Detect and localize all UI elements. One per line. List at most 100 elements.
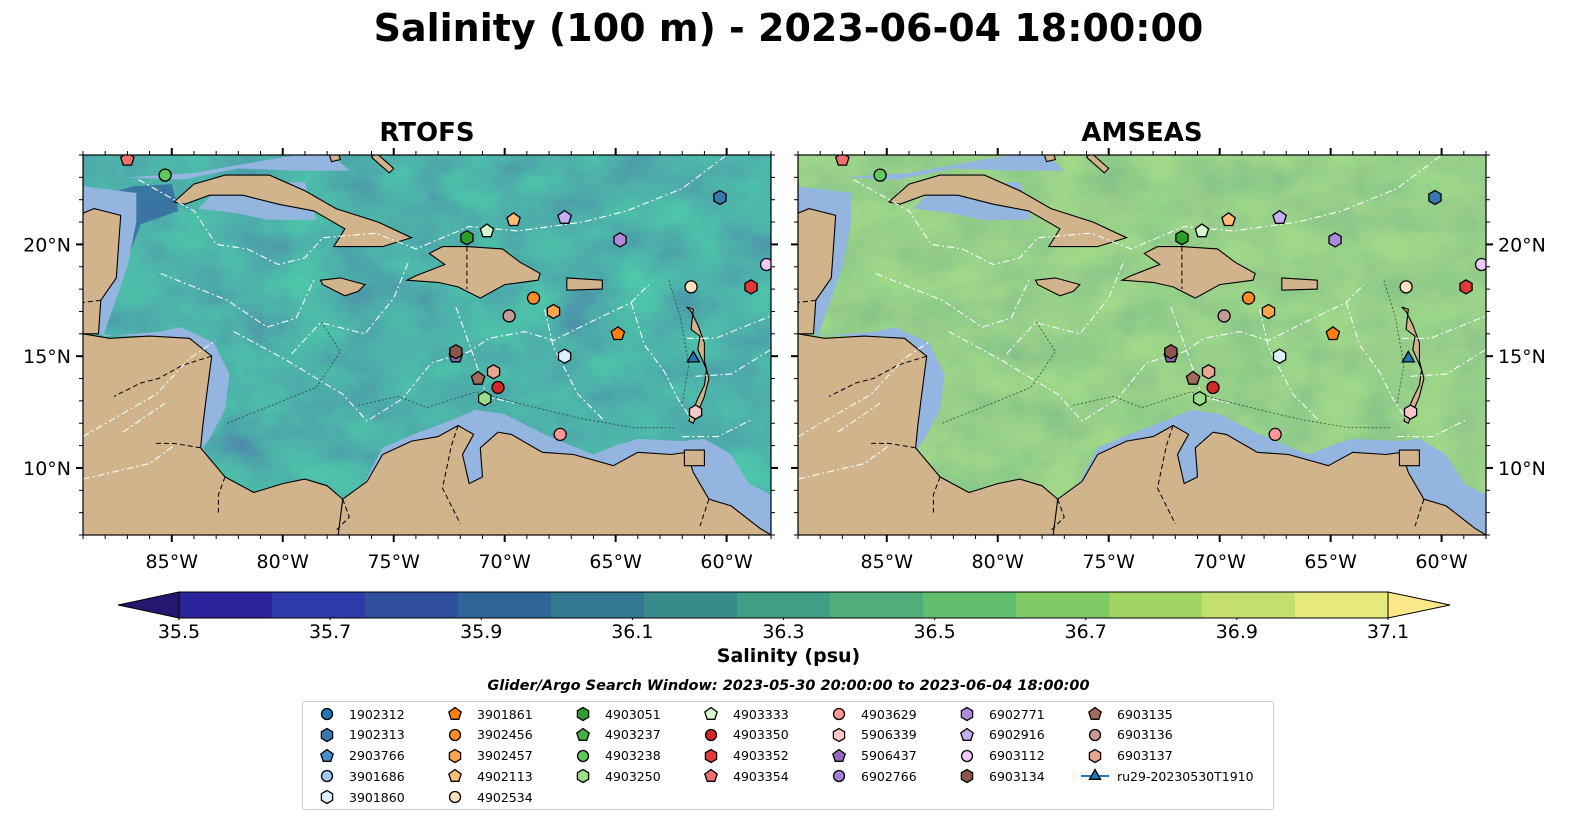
legend: 1902312 1902313 2903766 3901686 3901860 39018…	[302, 701, 1274, 810]
platform-marker-4903051	[1175, 229, 1189, 246]
map-panels: 85°W 80°W 75°W 70°W 65°W 60°W 10°N 15°N 20°N 85°W…	[23, 148, 1546, 573]
legend-item: 4903238	[567, 747, 661, 765]
legend-item: 4903237	[567, 726, 661, 744]
platform-marker-1902313	[1428, 189, 1442, 206]
legend-marker-icon	[832, 770, 846, 783]
colorbar-segment	[458, 592, 552, 618]
y-tick-label: 20°N	[23, 234, 71, 256]
platform-marker-3902457	[1261, 303, 1276, 320]
axes-frame	[797, 154, 1487, 536]
legend-item: 4902534	[439, 788, 533, 806]
land	[1401, 306, 1425, 424]
platform-marker-4902534	[1399, 280, 1413, 294]
amseas-map	[798, 155, 1486, 535]
legend-label: 3902457	[477, 748, 533, 764]
y-tick-label: 10°N	[1498, 458, 1546, 480]
legend-marker-icon	[448, 791, 462, 804]
isobath	[1073, 391, 1391, 429]
colorbar-tick-label: 36.5	[913, 621, 956, 643]
platform-marker-4903352	[1459, 279, 1473, 295]
legend-marker	[704, 706, 718, 720]
platform-marker-4903333	[479, 223, 495, 238]
platform-marker-5906339	[1403, 404, 1418, 420]
platform-marker-4903250	[477, 390, 492, 407]
eez-boundary	[122, 402, 166, 433]
x-tick-label: 65°W	[589, 551, 642, 573]
legend-marker-icon	[960, 706, 974, 722]
legend-label: 6903137	[1117, 748, 1173, 764]
x-tick-label: 70°W	[1193, 551, 1246, 573]
land	[686, 306, 710, 424]
platform-marker-4903354	[119, 155, 135, 166]
legend-marker-icon	[448, 728, 462, 741]
legend-label: ru29-20230530T1910	[1117, 768, 1254, 784]
search-window-title: Glider/Argo Search Window: 2023-05-30 20…	[487, 678, 1090, 694]
colorbar-tick-label: 36.7	[1064, 621, 1107, 643]
platform-marker-4903238	[158, 168, 172, 182]
legend-marker-icon	[704, 748, 718, 763]
platform-marker-6902771	[1328, 232, 1342, 248]
colorbar-segment	[1109, 592, 1203, 618]
colorbar-segment	[737, 592, 831, 618]
legend-label: 4903354	[733, 768, 789, 784]
legend-label: 3901686	[349, 768, 405, 784]
legend-marker	[320, 770, 334, 783]
platform-marker-4902534	[684, 280, 698, 294]
x-tick-label: 65°W	[1304, 551, 1357, 573]
legend-marker	[960, 769, 974, 784]
legend-item: 4903352	[695, 747, 789, 765]
land	[1119, 246, 1256, 299]
legend-marker	[448, 748, 462, 763]
legend-label: 4903333	[733, 706, 789, 722]
platform-marker-ru29-20230530T1910	[686, 350, 701, 363]
land	[1398, 449, 1420, 467]
legend-marker-icon	[576, 769, 590, 784]
land	[404, 246, 541, 299]
legend-marker	[832, 727, 846, 743]
eez-boundary	[837, 402, 881, 433]
platform-marker-3901860	[1272, 348, 1287, 364]
legend-marker-icon	[320, 748, 334, 762]
legend-item: 6903135	[1079, 705, 1173, 723]
legend-item: 4903333	[695, 705, 789, 723]
eez-boundary	[1259, 309, 1320, 422]
isobath	[358, 391, 676, 429]
legend-item: 4903250	[567, 767, 661, 785]
legend-item: 4903350	[695, 726, 789, 744]
colorbar-segment	[1295, 592, 1389, 618]
country-border	[871, 442, 916, 449]
legend-item: 3902456	[439, 726, 533, 744]
legend-marker	[448, 728, 462, 741]
country-border	[441, 425, 461, 525]
legend-item: 6902771	[951, 705, 1045, 723]
legend-label: 6902771	[989, 706, 1045, 722]
country-border	[83, 299, 101, 303]
eez-boundary	[630, 302, 692, 420]
platform-marker-4903350	[1206, 380, 1220, 395]
legend-marker-icon	[832, 727, 846, 743]
legend-marker-icon	[832, 707, 846, 721]
legend-marker-icon	[960, 749, 974, 762]
eez-boundary	[1170, 306, 1229, 404]
platform-marker-6903135	[470, 370, 486, 385]
country-border	[1414, 499, 1425, 527]
legend-label: 5906339	[861, 727, 917, 743]
land	[172, 174, 414, 248]
legend-marker	[960, 727, 974, 741]
platform-marker-5906339	[688, 404, 703, 420]
country-border	[113, 355, 212, 397]
x-tick-label: 85°W	[146, 551, 199, 573]
country-border	[1156, 425, 1176, 525]
colorbar-label: Salinity (psu)	[716, 645, 861, 667]
country-border	[1050, 499, 1065, 531]
shelf-area	[127, 155, 350, 180]
legend-marker	[704, 769, 718, 783]
legend-marker-icon	[1081, 768, 1109, 781]
eez-boundary	[682, 418, 754, 438]
platform-marker-4902113	[1221, 211, 1236, 227]
platform-marker-4903238	[873, 168, 887, 182]
eez-boundary	[798, 340, 932, 438]
legend-marker-icon	[576, 727, 590, 741]
legend-label: 4902534	[477, 789, 533, 805]
land	[566, 277, 603, 291]
